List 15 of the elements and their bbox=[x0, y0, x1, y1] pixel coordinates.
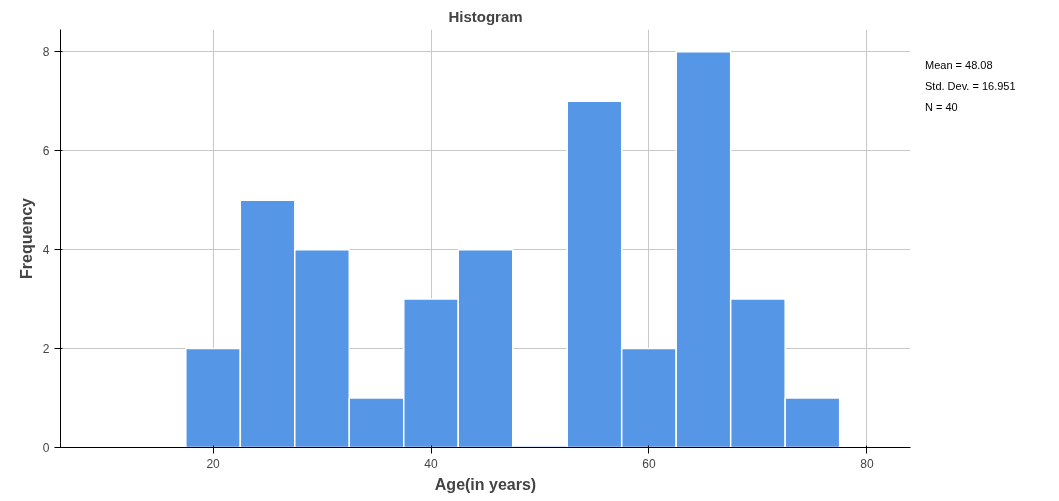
text: Mean = 48.08 bbox=[925, 59, 993, 71]
text: Std. Dev. = 16.951 bbox=[925, 80, 1016, 92]
y-tick-label: 2 bbox=[42, 342, 50, 357]
y-tick-label: 0 bbox=[42, 441, 50, 455]
y-tick-label: 4 bbox=[42, 243, 50, 258]
y-axis-title: Frequency bbox=[17, 197, 35, 279]
x-tick-label: 40 bbox=[424, 456, 439, 471]
x-tick-label: 20 bbox=[206, 456, 221, 471]
y-tick-label: 6 bbox=[42, 144, 50, 159]
text: N = 40 bbox=[925, 101, 958, 113]
x-tick-label: 60 bbox=[642, 456, 656, 471]
chart-title: Histogram bbox=[448, 7, 523, 25]
y-tick-label: 8 bbox=[42, 45, 50, 60]
x-axis-title: Age(in years) bbox=[434, 475, 537, 493]
x-tick-label: 80 bbox=[860, 456, 874, 471]
